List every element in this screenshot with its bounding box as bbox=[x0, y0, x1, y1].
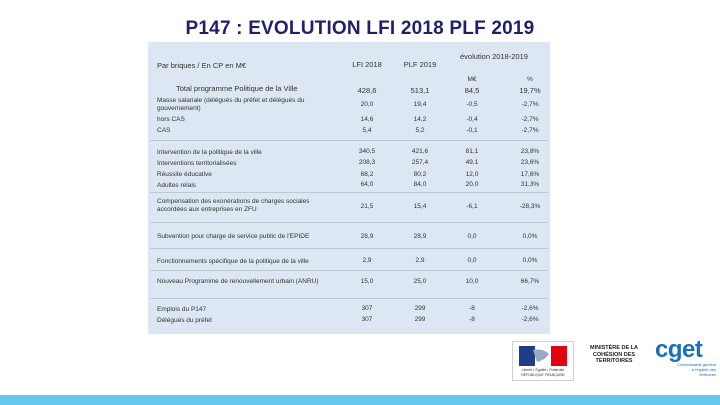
row-evo: -8 bbox=[469, 305, 475, 312]
row-lfi: 428,6 bbox=[357, 86, 377, 95]
row-pct: -2,7% bbox=[521, 116, 539, 123]
row-label: Masse salariale (délégués du préfet et d… bbox=[157, 97, 305, 112]
row-pct: -2,6% bbox=[521, 305, 539, 312]
row-lfi: 2,9 bbox=[362, 257, 372, 264]
row-label: Subvention pour charge de service public… bbox=[157, 233, 310, 240]
row-plf: 2,9 bbox=[415, 257, 425, 264]
row-evo: 20,0 bbox=[465, 181, 479, 188]
row-lfi: 64,0 bbox=[360, 181, 374, 188]
row-lfi: 15,0 bbox=[360, 278, 374, 285]
row-plf: 25,0 bbox=[413, 278, 427, 285]
republique-francaise-text: Liberté • Égalité • Fraternité RÉPUBLIQU… bbox=[521, 368, 565, 377]
cget-subtitle: Commissariat général à l'égalité des ter… bbox=[677, 362, 716, 377]
row-pct: 31,3% bbox=[520, 181, 540, 188]
row-label: Délégués du préfet bbox=[157, 317, 212, 324]
row-pct: 0,0% bbox=[522, 257, 538, 264]
row-evo: 10,0 bbox=[465, 278, 479, 285]
row-label: Intervention de la politique de la ville bbox=[157, 149, 262, 156]
row-label: Réussite éducative bbox=[157, 171, 212, 178]
budget-table-panel bbox=[148, 42, 550, 334]
row-label: Emplois du P147 bbox=[157, 306, 207, 313]
row-label: Adultes relais bbox=[157, 182, 197, 189]
row-lfi: 307 bbox=[361, 305, 373, 312]
row-plf: 28,9 bbox=[413, 233, 427, 240]
marianne-flag-icon bbox=[519, 346, 567, 366]
row-pct: 23,6% bbox=[520, 159, 540, 166]
row-plf: 14,2 bbox=[413, 116, 427, 123]
ministry-logo: MINISTÈRE DE LA COHÉSION DES TERRITOIRES bbox=[590, 345, 638, 364]
row-evo: 0,0 bbox=[467, 257, 477, 264]
row-evo: 0,0 bbox=[467, 233, 477, 240]
row-plf: 299 bbox=[414, 305, 426, 312]
page-title: P147 : EVOLUTION LFI 2018 PLF 2019 bbox=[185, 18, 535, 39]
row-pct: 23,8% bbox=[520, 148, 540, 155]
header-evolution: évolution 2018-2019 bbox=[460, 52, 528, 61]
row-lfi: 21,5 bbox=[360, 203, 374, 210]
row-label: Compensation des exonérations de charges… bbox=[157, 198, 310, 213]
row-evo: 49,1 bbox=[465, 159, 479, 166]
row-evo: 81,1 bbox=[465, 148, 479, 155]
row-plf: 80,2 bbox=[413, 171, 427, 178]
row-evo: -6,1 bbox=[466, 203, 478, 210]
header-plf: PLF 2019 bbox=[403, 60, 437, 69]
row-evo: 12,0 bbox=[465, 171, 479, 178]
republique-francaise-logo: Liberté • Égalité • Fraternité RÉPUBLIQU… bbox=[512, 341, 574, 381]
row-lfi: 5,4 bbox=[362, 127, 372, 134]
row-label: Fonctionnements spécifique de la politiq… bbox=[157, 258, 309, 265]
row-pct: -2,7% bbox=[521, 101, 539, 108]
header-pct: % bbox=[527, 76, 533, 83]
row-divider bbox=[150, 222, 548, 223]
row-pct: 66,7% bbox=[520, 278, 540, 285]
row-label: Interventions territorialisées bbox=[157, 160, 237, 167]
row-pct: -2,7% bbox=[521, 127, 539, 134]
row-evo: -8 bbox=[469, 316, 475, 323]
row-pct: -28,3% bbox=[519, 203, 541, 210]
row-pct: 0,0% bbox=[522, 233, 538, 240]
row-label: Nouveau Programme de renouvellement urba… bbox=[157, 278, 319, 285]
row-divider bbox=[150, 192, 548, 193]
row-lfi: 208,3 bbox=[358, 159, 376, 166]
row-evo: 84,5 bbox=[464, 86, 480, 95]
row-pct: 17,6% bbox=[520, 171, 540, 178]
row-pct: -2,6% bbox=[521, 316, 539, 323]
header-label: Par briques / En CP en M€ bbox=[157, 61, 247, 70]
row-lfi: 28,9 bbox=[360, 233, 374, 240]
row-lfi: 340,5 bbox=[358, 148, 376, 155]
row-lfi: 307 bbox=[361, 316, 373, 323]
row-pct: 19,7% bbox=[519, 86, 541, 95]
row-plf: 257,4 bbox=[411, 159, 429, 166]
row-divider bbox=[150, 270, 548, 271]
row-divider bbox=[150, 248, 548, 249]
row-evo: -0,1 bbox=[466, 127, 478, 134]
header-meur: M€ bbox=[467, 76, 477, 83]
row-lfi: 14,6 bbox=[360, 116, 374, 123]
row-label: Total programme Politique de la Ville bbox=[176, 84, 298, 93]
row-label: CAS bbox=[157, 127, 171, 134]
row-plf: 513,1 bbox=[410, 86, 430, 95]
row-label: hors CAS bbox=[157, 116, 185, 123]
row-plf: 421,6 bbox=[411, 148, 429, 155]
row-divider bbox=[150, 140, 548, 141]
row-plf: 15,4 bbox=[413, 203, 427, 210]
cget-logo: cget bbox=[655, 336, 703, 363]
row-plf: 5,2 bbox=[415, 127, 425, 134]
row-lfi: 68,2 bbox=[360, 171, 374, 178]
row-plf: 84,0 bbox=[413, 181, 427, 188]
row-divider bbox=[150, 298, 548, 299]
footer-bar bbox=[0, 395, 720, 405]
row-evo: -0,5 bbox=[466, 101, 478, 108]
header-lfi: LFI 2018 bbox=[352, 60, 382, 69]
row-plf: 19,4 bbox=[413, 101, 427, 108]
row-evo: -0,4 bbox=[466, 116, 478, 123]
row-lfi: 20,0 bbox=[360, 101, 374, 108]
row-plf: 299 bbox=[414, 316, 426, 323]
